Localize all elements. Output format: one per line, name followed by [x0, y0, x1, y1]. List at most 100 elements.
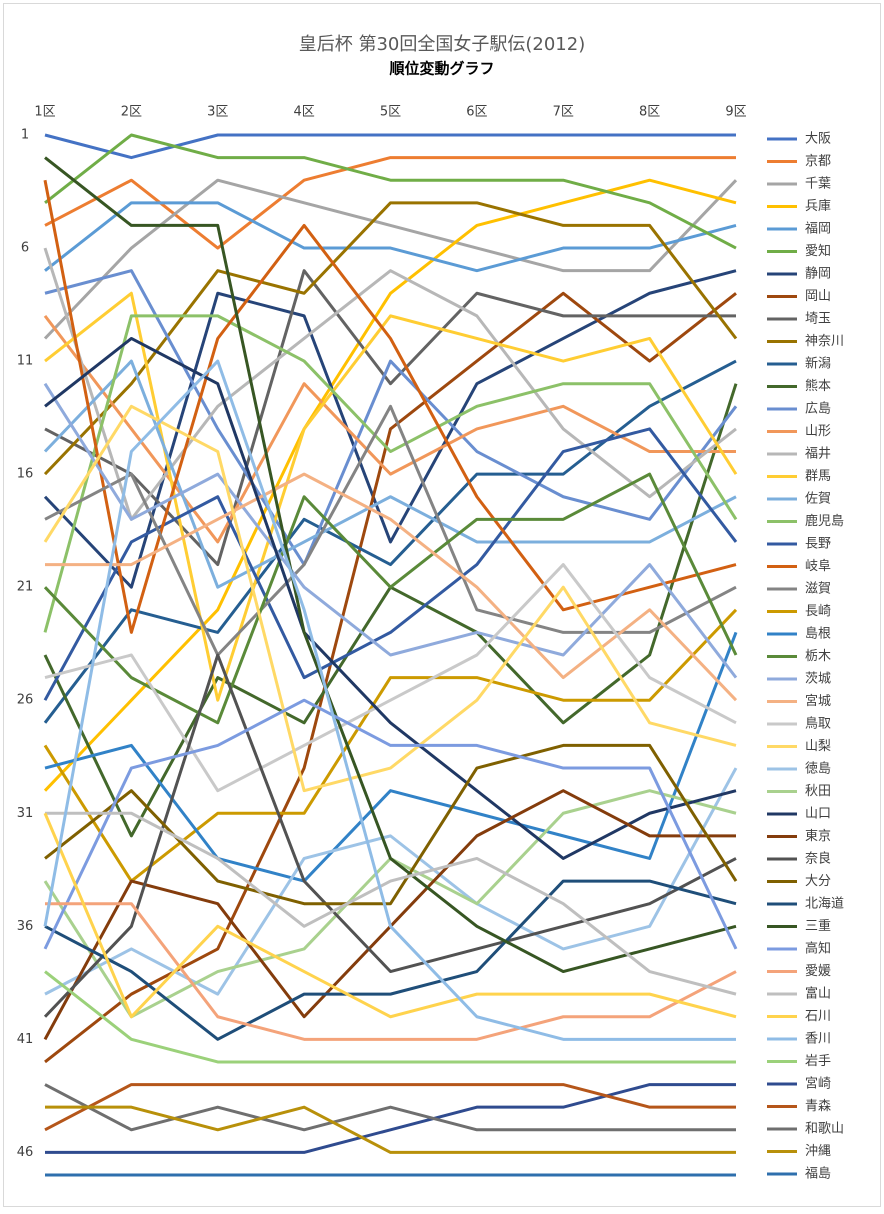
- series-line: [43, 472, 738, 725]
- series-line: [43, 812, 737, 1019]
- series-line: [44, 879, 737, 1041]
- y-tick-label: 6: [21, 241, 29, 256]
- series-line: [45, 902, 737, 1041]
- legend-label: 山梨: [805, 739, 831, 754]
- series-line: [45, 811, 737, 996]
- series-line: [44, 291, 738, 702]
- legend-label: 神奈川: [805, 334, 844, 349]
- legend-label: 三重: [805, 918, 831, 934]
- y-tick-label: 36: [17, 919, 34, 934]
- legend-label: 岐阜: [805, 558, 831, 574]
- legend-label: 茨城: [805, 672, 831, 687]
- legend-label: 福島: [805, 1167, 831, 1182]
- legend-label: 富山: [805, 986, 831, 1002]
- legend-label: 福井: [805, 447, 831, 462]
- series-line: [45, 1105, 736, 1154]
- legend-label: 福岡: [805, 222, 831, 237]
- legend-label: 高知: [805, 941, 831, 957]
- x-tick-label: 2区: [121, 105, 142, 120]
- chart-subtitle: 順位変動グラフ: [388, 60, 494, 78]
- legend-label: 鳥取: [805, 717, 831, 732]
- legend-label: 広島: [805, 402, 831, 417]
- series-line: [44, 743, 738, 906]
- y-tick-label: 21: [17, 580, 34, 595]
- legend-label: 愛媛: [805, 964, 831, 979]
- y-tick-label: 31: [17, 806, 34, 821]
- series-line: [43, 178, 737, 792]
- legend-label: 熊本: [805, 378, 831, 394]
- series-line: [44, 767, 738, 996]
- legend-label: 徳島: [805, 762, 831, 777]
- chart-title: 皇后杯 第30回全国女子駅伝(2012): [299, 34, 585, 55]
- y-tick-label: 1: [21, 128, 29, 143]
- x-tick-label: 7区: [553, 105, 574, 120]
- legend-label: 埼玉: [805, 312, 831, 327]
- legend-label: 石川: [805, 1009, 831, 1024]
- series-line: [43, 201, 738, 476]
- legend-label: 北海道: [805, 897, 844, 912]
- y-tick-label: 26: [17, 693, 34, 708]
- x-tick-label: 8区: [639, 105, 660, 120]
- series-line: [44, 156, 737, 974]
- series-line: [43, 314, 738, 633]
- legend-label: 静岡: [805, 267, 831, 282]
- legend-label: 兵庫: [805, 199, 831, 214]
- legend-label: 岩手: [805, 1054, 831, 1069]
- legend-label: 長崎: [805, 604, 831, 619]
- series-line: [43, 427, 738, 701]
- series-line: [44, 201, 737, 273]
- series-line: [43, 247, 737, 521]
- legend-label: 岡山: [805, 289, 831, 304]
- x-tick-label: 9区: [725, 105, 746, 120]
- series-line: [44, 631, 738, 883]
- legend-label: 秋田: [805, 784, 831, 799]
- x-tick-label: 4区: [293, 105, 314, 120]
- series-line: [43, 359, 737, 589]
- y-tick-label: 11: [17, 354, 34, 369]
- legend-label: 東京: [805, 828, 831, 844]
- series-line: [44, 269, 738, 567]
- series-line: [44, 336, 737, 860]
- legend-label: 新潟: [805, 356, 831, 372]
- series-line: [45, 1083, 736, 1154]
- legend-label: 大分: [805, 874, 831, 889]
- y-tick-label: 16: [17, 467, 34, 482]
- series-line: [44, 1083, 736, 1132]
- legend-label: 群馬: [805, 469, 831, 484]
- legend-label: 奈良: [805, 851, 831, 867]
- series-line: [44, 1083, 736, 1132]
- series-line: [43, 382, 738, 679]
- x-tick-label: 6区: [466, 105, 487, 120]
- legend-label: 千葉: [805, 177, 831, 192]
- series-line: [43, 698, 738, 950]
- series-line: [44, 133, 737, 250]
- series-line: [43, 269, 737, 589]
- x-tick-label: 1区: [34, 105, 55, 120]
- legend-label: 鹿児島: [805, 513, 844, 529]
- legend-label: 長野: [805, 537, 831, 552]
- legend-label: 島根: [805, 627, 831, 642]
- x-tick-label: 3区: [207, 105, 228, 120]
- series-line: [44, 291, 737, 1064]
- y-tick-label: 41: [17, 1032, 34, 1047]
- series-line: [44, 970, 736, 1064]
- legend-label: 山口: [805, 807, 831, 822]
- series-line: [45, 472, 738, 702]
- series-line: [43, 653, 737, 1018]
- legend-label: 山形: [805, 424, 831, 439]
- series-line: [43, 359, 737, 724]
- x-tick-label: 5区: [380, 105, 401, 120]
- legend-label: 宮城: [805, 693, 831, 709]
- series-line: [43, 359, 736, 1041]
- legend-label: 和歌山: [805, 1122, 844, 1137]
- legend-label: 京都: [805, 154, 831, 169]
- legend-label: 愛知: [805, 243, 831, 259]
- series-line: [43, 608, 738, 883]
- legend-label: 沖縄: [805, 1144, 831, 1159]
- y-tick-label: 46: [17, 1145, 34, 1160]
- legend-label: 滋賀: [805, 582, 831, 597]
- legend-label: 宮崎: [805, 1076, 831, 1092]
- legend-label: 栃木: [805, 649, 831, 664]
- series-line: [44, 563, 737, 793]
